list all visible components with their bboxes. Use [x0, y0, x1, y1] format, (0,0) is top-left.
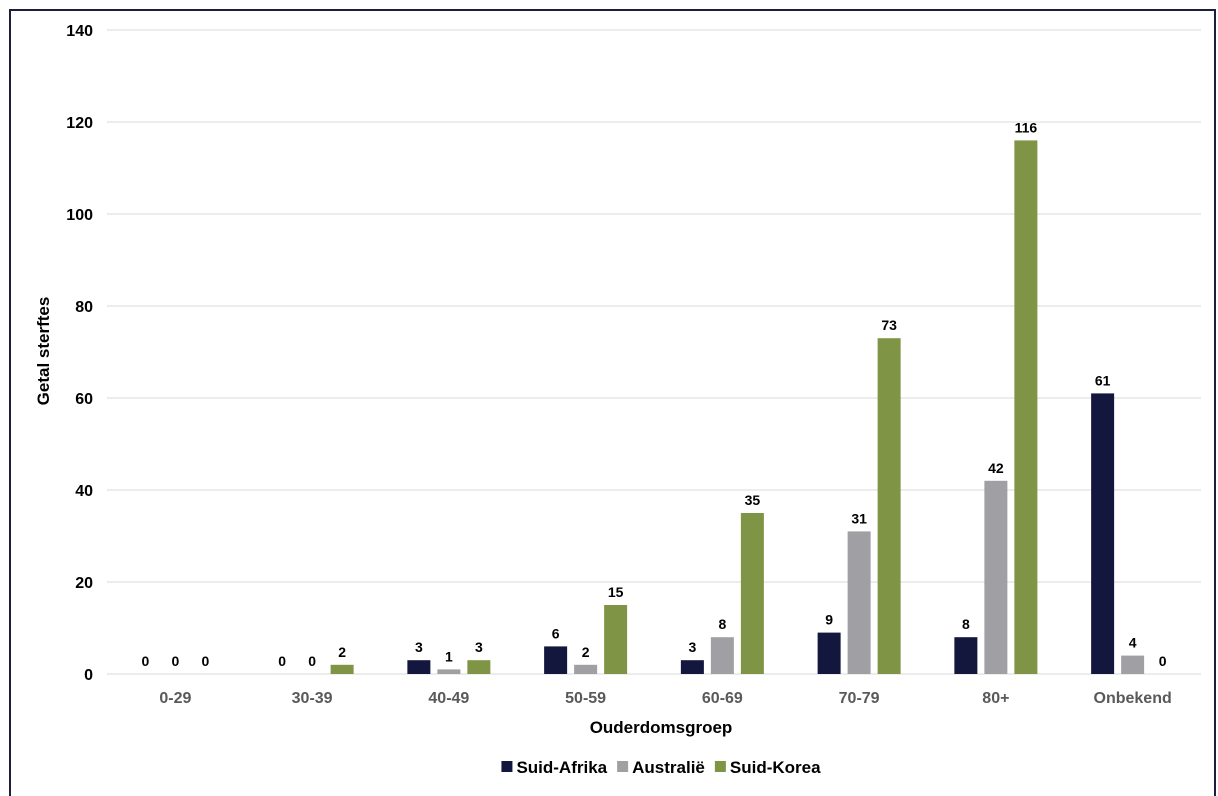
data-label: 1 [445, 648, 453, 664]
x-tick-label: 80+ [982, 690, 1009, 707]
y-tick-label: 20 [75, 575, 93, 592]
data-label: 4 [1129, 635, 1137, 651]
x-tick-label: 30-39 [292, 690, 333, 707]
data-label: 15 [608, 584, 624, 600]
y-axis-title: Getal sterftes [34, 297, 53, 406]
chart-frame [9, 9, 1216, 796]
data-label: 0 [1159, 653, 1167, 669]
bar-suid-afrika [544, 646, 568, 674]
bar-suid-korea [330, 664, 354, 674]
bar-suid-afrika [680, 660, 704, 674]
data-label: 8 [962, 616, 970, 632]
legend-item: Australië [617, 758, 705, 777]
bar-suid-afrika [407, 660, 431, 674]
data-label: 73 [881, 317, 897, 333]
data-label: 31 [851, 510, 867, 526]
data-label: 3 [688, 639, 696, 655]
data-label: 2 [582, 644, 590, 660]
bar-australi- [710, 637, 734, 674]
legend-swatch [501, 761, 513, 772]
data-label: 2 [338, 644, 346, 660]
legend-label: Australië [632, 758, 705, 777]
legend-item: Suid-Korea [714, 758, 821, 777]
y-tick-label: 80 [75, 299, 93, 316]
bar-suid-korea [877, 338, 901, 674]
data-label: 0 [201, 653, 209, 669]
data-label: 61 [1095, 372, 1111, 388]
bar-australi- [847, 531, 871, 674]
data-label: 0 [308, 653, 316, 669]
x-tick-label: 40-49 [428, 690, 469, 707]
y-tick-label: 140 [66, 23, 93, 40]
legend-label: Suid-Korea [730, 758, 821, 777]
x-tick-label: 60-69 [702, 690, 743, 707]
y-tick-label: 100 [66, 207, 93, 224]
bar-suid-afrika [954, 637, 978, 674]
data-label: 42 [988, 460, 1004, 476]
x-tick-label: Onbekend [1094, 690, 1172, 707]
data-label: 8 [718, 616, 726, 632]
data-label: 0 [278, 653, 286, 669]
bar-australi- [1121, 655, 1145, 674]
x-tick-label: 70-79 [839, 690, 880, 707]
y-tick-label: 120 [66, 115, 93, 132]
gridlines [107, 29, 1201, 675]
y-tick-label: 0 [84, 667, 93, 684]
y-axis-ticks: 0 20 40 60 80 100 120 140 [66, 23, 93, 684]
legend-label: Suid-Afrika [516, 758, 607, 777]
y-tick-label: 60 [75, 391, 93, 408]
legend: Suid-Afrika Australië Suid-Korea [501, 758, 821, 777]
data-label: 3 [415, 639, 423, 655]
bar-australi- [984, 480, 1008, 674]
legend-swatch [714, 761, 726, 772]
bar-suid-afrika [1091, 393, 1115, 674]
x-axis-title: Ouderdomsgroep [590, 718, 733, 737]
bars [330, 140, 1145, 674]
bar-suid-korea [740, 513, 764, 674]
data-label: 116 [1015, 119, 1038, 135]
bar-suid-korea [1014, 140, 1038, 674]
x-tick-label: 50-59 [565, 690, 606, 707]
data-label: 9 [825, 612, 833, 628]
data-label: 3 [475, 639, 483, 655]
bar-australi- [574, 664, 598, 674]
legend-item: Suid-Afrika [501, 758, 608, 777]
x-axis-ticks: 0-29 30-39 40-49 50-59 60-69 70-79 80+ Onbekend [159, 690, 1171, 707]
bar-australi- [437, 669, 461, 674]
legend-swatch [617, 761, 629, 772]
data-label: 35 [745, 492, 761, 508]
data-label: 6 [552, 625, 560, 641]
data-label: 0 [171, 653, 179, 669]
x-tick-label: 0-29 [159, 690, 191, 707]
bar-suid-korea [467, 660, 491, 674]
bar-suid-afrika [817, 632, 841, 674]
y-tick-label: 40 [75, 483, 93, 500]
data-label: 0 [141, 653, 149, 669]
bar-suid-korea [604, 605, 628, 674]
